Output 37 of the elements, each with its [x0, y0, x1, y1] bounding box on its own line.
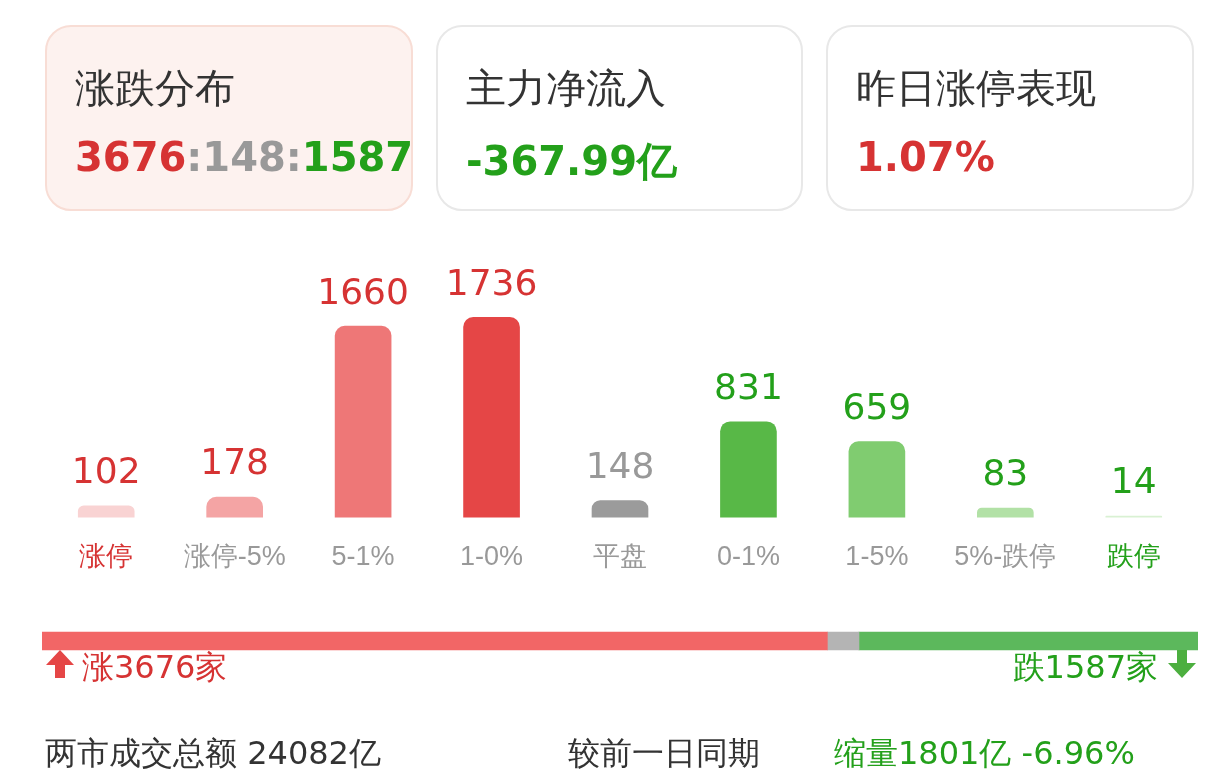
data-label: 涨3676家 [82, 648, 228, 687]
x-tick-label: 平盘 [593, 541, 647, 572]
x-tick-label: 涨停 [79, 541, 134, 572]
text: 主力净流入 [466, 64, 667, 113]
data-label: 102 [71, 450, 141, 492]
bar [77, 505, 135, 518]
text: 涨跌分布 [75, 64, 236, 113]
bar [463, 317, 520, 518]
data-label: 1736 [445, 261, 538, 303]
bar [334, 325, 392, 518]
x-tick-label: 1-5% [845, 541, 909, 572]
bar [720, 421, 777, 518]
x-tick-label: 0-1% [716, 541, 780, 572]
data-label: 178 [200, 441, 270, 483]
bar [848, 441, 906, 518]
x-tick-label: 5-1% [331, 541, 395, 572]
data-label: 14 [1110, 460, 1157, 502]
x-tick-label: 跌停 [1106, 541, 1161, 572]
data-label: 831 [714, 366, 783, 408]
bar [977, 507, 1034, 518]
text: 较前一日同期 [568, 733, 760, 774]
data-label: 148 [585, 444, 655, 486]
text: 1.07% [856, 134, 996, 180]
text: 3676:148:1587 [75, 134, 414, 180]
text: 缩量1801亿 -6.96% [834, 733, 1135, 774]
bar [206, 496, 263, 518]
data-label: 1660 [317, 270, 409, 312]
data-label: 659 [842, 385, 912, 427]
data-label: 83 [982, 452, 1029, 494]
text: -367.99亿 [466, 137, 678, 186]
data-label: 跌1587家 [1012, 648, 1158, 687]
x-tick-label: 5%-跌停 [954, 541, 1057, 572]
bar [591, 500, 649, 518]
text: 两市成交总额 24082亿 [45, 733, 381, 774]
text: 昨日涨停表现 [856, 64, 1097, 113]
x-tick-label: 1-0% [460, 541, 524, 572]
x-tick-label: 涨停-5% [183, 541, 286, 572]
